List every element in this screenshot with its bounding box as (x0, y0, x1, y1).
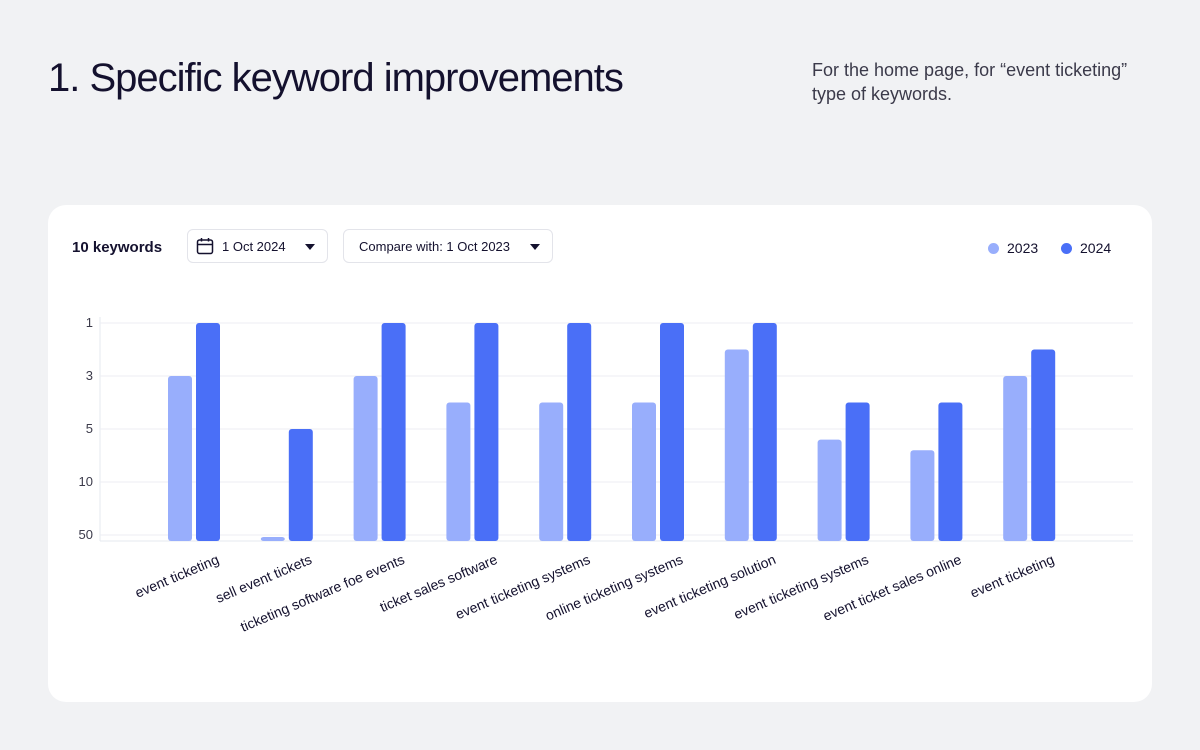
y-tick-label: 5 (86, 421, 93, 436)
bar-2024 (567, 323, 592, 541)
bar-2024 (474, 323, 499, 541)
chevron-down-icon (305, 244, 315, 250)
bar-2024 (938, 402, 963, 541)
legend-label-2023: 2023 (1007, 240, 1039, 256)
y-tick-label: 10 (79, 474, 93, 489)
date-picker-dropdown[interactable]: 1 Oct 2024 (187, 229, 328, 263)
bar-2023 (724, 349, 749, 541)
date-picker-label: 1 Oct 2024 (222, 238, 286, 254)
bar-2024 (1031, 349, 1056, 541)
calendar-icon (196, 237, 214, 255)
bar-2023 (539, 402, 564, 541)
legend-swatch-2023 (988, 242, 999, 254)
bar-2023 (353, 376, 378, 541)
bar-2023 (817, 439, 842, 541)
bar-2024 (288, 429, 313, 541)
y-tick-label: 3 (86, 368, 93, 383)
compare-label: Compare with: 1 Oct 2023 (359, 238, 511, 254)
chevron-down-icon (530, 244, 540, 250)
page-title: 1. Specific keyword improvements (48, 56, 624, 100)
x-tick-label: event ticketing (133, 551, 222, 601)
x-tick-label: event ticketing (968, 551, 1057, 601)
page-subtitle: For the home page, for “event ticketing”… (812, 60, 1128, 104)
bar-2024 (845, 402, 870, 541)
bar-2024 (381, 323, 406, 541)
bar-2024 (660, 323, 684, 541)
bar-2024 (752, 323, 777, 541)
bar-2023 (168, 376, 192, 541)
legend-label-2024: 2024 (1080, 240, 1112, 256)
chart-card: 10 keywords 1 Oct 2024 Compare with: 1 O… (48, 205, 1152, 702)
legend-item-2023: 2023 (988, 240, 1038, 256)
bar-2023 (1003, 376, 1028, 541)
x-tick-label: ticketing software foe events (238, 551, 407, 635)
bar-2023 (446, 402, 471, 541)
y-tick-label: 50 (79, 527, 93, 542)
bar-2023 (910, 450, 935, 541)
bar-2024 (196, 323, 220, 541)
compare-dropdown[interactable]: Compare with: 1 Oct 2023 (343, 229, 553, 263)
bar-2023 (632, 402, 656, 541)
legend-swatch-2024 (1061, 242, 1072, 254)
keyword-count: 10 keywords (72, 239, 163, 256)
bar-2023 (260, 537, 285, 541)
legend-item-2024: 2024 (1061, 240, 1111, 256)
y-tick-label: 1 (86, 315, 93, 330)
